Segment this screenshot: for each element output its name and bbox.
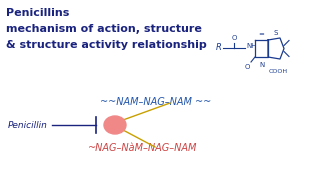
Text: COOH: COOH	[268, 69, 288, 74]
Text: ~~NAM–NAG–NAM ~~: ~~NAM–NAG–NAM ~~	[100, 97, 211, 107]
Text: O: O	[231, 35, 237, 41]
Text: Penicillins: Penicillins	[6, 8, 69, 18]
Text: R: R	[216, 44, 222, 53]
Text: O: O	[244, 64, 250, 70]
Text: & structure activity relationship: & structure activity relationship	[6, 40, 207, 50]
Text: Penicillin: Penicillin	[8, 120, 48, 129]
Text: N: N	[259, 62, 264, 68]
Text: mechanism of action, structure: mechanism of action, structure	[6, 24, 202, 34]
Text: =: =	[259, 31, 264, 37]
Ellipse shape	[104, 116, 126, 134]
Text: S: S	[274, 30, 278, 36]
Text: ~NAG–NàM–NAG–NAM: ~NAG–NàM–NAG–NAM	[88, 143, 197, 153]
Text: NH: NH	[246, 43, 257, 49]
